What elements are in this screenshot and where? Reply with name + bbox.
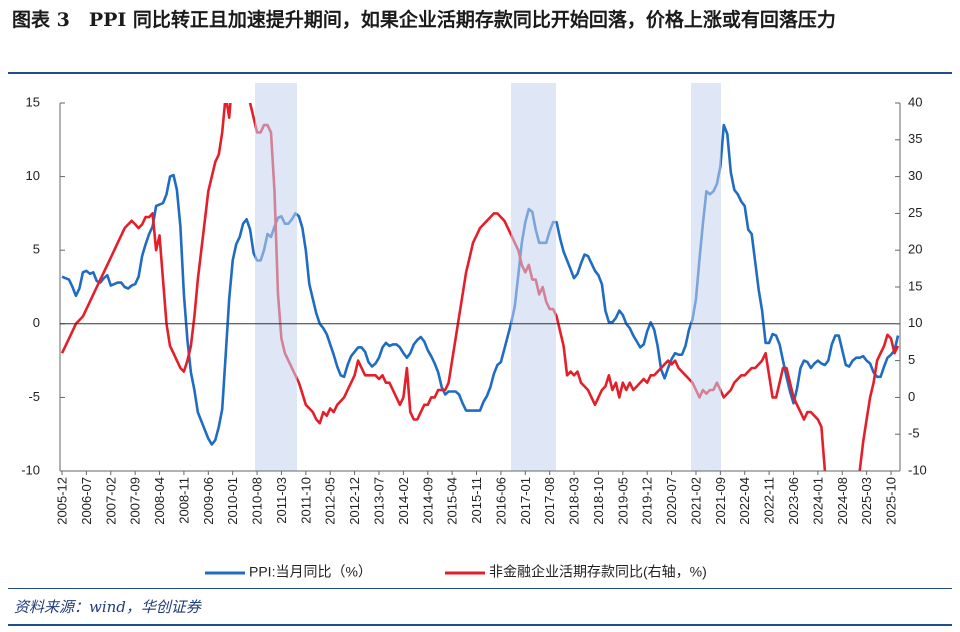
x-tick-label: 2014-02 — [396, 477, 411, 525]
source: 资料来源：wind，华创证券 — [14, 598, 201, 616]
y2-tick-label: 10 — [908, 315, 922, 330]
x-tick-label: 2022-04 — [737, 477, 752, 525]
x-tick-label: 2024-01 — [810, 477, 825, 525]
y2-tick-label: 35 — [908, 131, 922, 146]
highlight-band — [691, 83, 721, 471]
x-tick-label: 2022-11 — [762, 477, 777, 524]
x-tick-label: 2006-07 — [79, 477, 94, 525]
x-tick-label: 2014-09 — [420, 477, 435, 525]
x-tick-label: 2009-06 — [201, 477, 216, 525]
y2-tick-label: -10 — [908, 462, 927, 477]
x-tick-label: 2005-12 — [55, 477, 70, 525]
highlight-band — [255, 83, 297, 471]
y2-tick-label: 5 — [908, 352, 915, 367]
y2-tick-label: 25 — [908, 205, 922, 220]
x-tick-label: 2019-05 — [615, 477, 630, 525]
x-tick-label: 2018-10 — [591, 477, 606, 525]
x-tick-label: 2011-03 — [274, 477, 289, 524]
bottom-rule — [8, 624, 952, 626]
x-tick-label: 2020-07 — [664, 477, 679, 525]
chart-title: 图表 3 PPI 同比转正且加速提升期间，如果企业活期存款同比开始回落，价格上涨… — [12, 9, 836, 31]
y2-tick-label: 0 — [908, 389, 915, 404]
title-rule — [8, 72, 952, 74]
y-tick-label: -5 — [28, 389, 40, 404]
x-tick-label: 2007-09 — [128, 477, 143, 525]
y2-tick-label: 20 — [908, 242, 922, 257]
x-tick-label: 2007-02 — [103, 477, 118, 525]
x-tick-label: 2010-01 — [225, 477, 240, 525]
x-tick-label: 2017-01 — [518, 477, 533, 525]
x-tick-label: 2015-11 — [469, 477, 484, 524]
y-tick-label: 0 — [33, 315, 40, 330]
x-tick-label: 2025-10 — [884, 477, 899, 525]
plot-area — [60, 103, 900, 471]
y2-tick-label: 40 — [908, 94, 922, 109]
x-tick-label: 2024-08 — [835, 477, 850, 525]
series-line — [60, 103, 900, 471]
x-tick-label: 2013-07 — [371, 477, 386, 525]
x-tick-label: 2010-08 — [250, 477, 265, 525]
y2-tick-label: 15 — [908, 278, 922, 293]
y-tick-label: -10 — [21, 462, 40, 477]
x-tick-label: 2021-02 — [688, 477, 703, 525]
highlight-band — [511, 83, 556, 471]
legend-label: PPI:当月同比（%） — [249, 564, 372, 580]
x-tick-label: 2008-04 — [152, 477, 167, 525]
legend-label: 非金融企业活期存款同比(右轴，%) — [489, 564, 707, 580]
x-tick-label: 2017-08 — [542, 477, 557, 525]
x-tick-label: 2011-10 — [298, 477, 313, 524]
x-tick-label: 2019-12 — [640, 477, 655, 525]
x-tick-label: 2023-06 — [786, 477, 801, 525]
x-tick-label: 2012-12 — [347, 477, 362, 525]
x-tick-label: 2016-06 — [493, 477, 508, 525]
y-tick-label: 15 — [26, 94, 40, 109]
x-tick-label: 2012-05 — [323, 477, 338, 525]
x-tick-label: 2021-09 — [713, 477, 728, 525]
y2-tick-label: 30 — [908, 168, 922, 183]
y-tick-label: 10 — [26, 168, 40, 183]
y-tick-label: 5 — [33, 242, 40, 257]
x-tick-label: 2008-11 — [176, 477, 191, 524]
x-tick-label: 2025-03 — [859, 477, 874, 525]
x-tick-label: 2018-03 — [567, 477, 582, 525]
x-tick-label: 2015-04 — [445, 477, 460, 525]
series-line — [61, 123, 900, 446]
y2-tick-label: -5 — [908, 426, 920, 441]
source-rule — [8, 588, 952, 589]
